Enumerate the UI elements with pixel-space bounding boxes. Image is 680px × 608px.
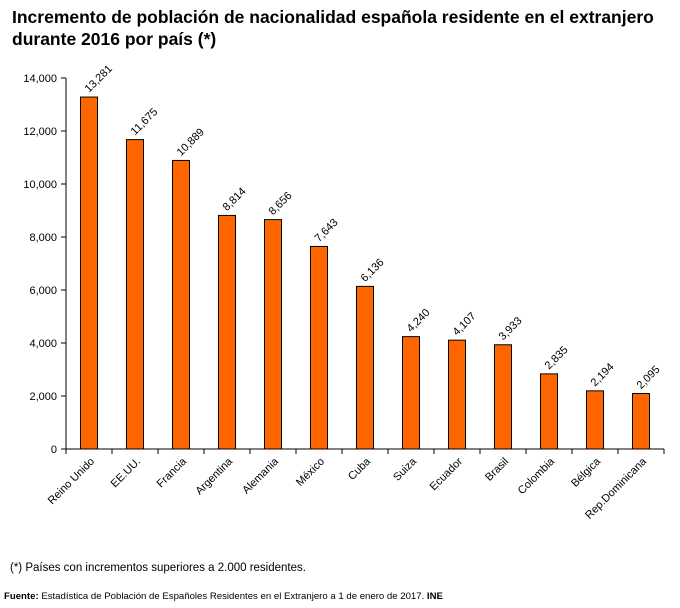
value-label: 6,136 [359, 257, 387, 285]
y-tick-label: 8,000 [29, 232, 57, 244]
y-tick-label: 4,000 [29, 338, 57, 350]
category-label: Francia [155, 455, 190, 490]
y-tick-label: 0 [51, 444, 57, 456]
value-label: 4,107 [451, 310, 479, 338]
footnote: (*) Países con incrementos superiores a … [10, 562, 306, 574]
bar [632, 392, 650, 450]
value-label: 2,194 [589, 361, 617, 389]
value-label: 8,656 [267, 190, 295, 218]
chart-title-line1: Incremento de población de nacionalidad … [12, 7, 654, 27]
bar [448, 339, 466, 450]
source-suffix: INE [424, 591, 443, 602]
value-label: 3,933 [497, 315, 525, 343]
y-tick-label: 10,000 [23, 179, 57, 191]
bar [494, 344, 512, 450]
y-tick-label: 12,000 [23, 126, 57, 138]
category-label: Reino Unido [46, 456, 97, 507]
category-label: EE.UU. [109, 456, 143, 490]
chart-title: Incremento de población de nacionalidad … [12, 6, 672, 50]
category-label: Colombia [516, 455, 558, 497]
category-label: México [294, 456, 327, 489]
value-label: 11,675 [129, 106, 161, 138]
category-label: Suiza [391, 455, 420, 484]
value-label: 4,240 [405, 307, 433, 335]
bar [540, 373, 558, 450]
category-label: Brasil [483, 456, 511, 484]
value-label: 7,643 [313, 217, 341, 245]
bar-chart: 0 2,000 4,000 6,000 8,000 10,000 12,000 14,000 1… [23, 63, 665, 522]
chart-title-line2: durante 2016 por país (*) [12, 29, 217, 49]
y-tick-label: 6,000 [29, 285, 57, 297]
bar [402, 336, 420, 450]
source-label: Fuente: [4, 591, 39, 602]
bar [310, 245, 328, 450]
value-label: 10,889 [175, 126, 207, 158]
value-label: 8,814 [221, 186, 249, 214]
y-tick-label: 2,000 [29, 391, 57, 403]
bar [218, 214, 236, 450]
category-label: Argentina [193, 455, 235, 497]
value-label: 13,281 [83, 63, 115, 95]
category-label: Bélgica [569, 455, 604, 490]
value-label: 2,095 [635, 364, 663, 392]
source-note: Fuente: Estadística de Población de Espa… [4, 591, 443, 602]
bar [126, 139, 144, 450]
category-label: Cuba [346, 455, 374, 483]
bar [586, 390, 604, 450]
bar [356, 285, 374, 450]
bar [80, 96, 98, 450]
y-tick-label: 14,000 [23, 73, 57, 85]
bar [264, 219, 282, 450]
source-text: Estadística de Población de Españoles Re… [38, 591, 425, 602]
value-label: 2,835 [543, 344, 571, 372]
bar [172, 159, 190, 450]
category-label: Ecuador [428, 455, 466, 493]
category-label: Alemania [240, 455, 282, 497]
